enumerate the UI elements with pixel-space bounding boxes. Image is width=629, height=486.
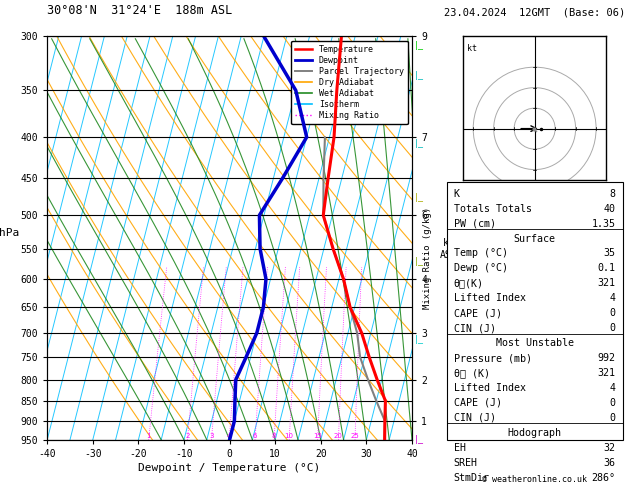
X-axis label: Dewpoint / Temperature (°C): Dewpoint / Temperature (°C)	[138, 463, 321, 473]
Text: 321: 321	[598, 368, 616, 378]
Text: |_: |_	[414, 139, 424, 148]
Text: CAPE (J): CAPE (J)	[454, 308, 502, 318]
Text: © weatheronline.co.uk: © weatheronline.co.uk	[482, 474, 587, 484]
Text: |_: |_	[414, 71, 424, 80]
Text: PW (cm): PW (cm)	[454, 219, 496, 228]
Text: EH: EH	[454, 443, 465, 452]
Text: CIN (J): CIN (J)	[454, 413, 496, 423]
Text: 4: 4	[610, 383, 616, 393]
Text: 286°: 286°	[592, 472, 616, 483]
Text: 25: 25	[350, 433, 359, 439]
Text: 23.04.2024  12GMT  (Base: 06): 23.04.2024 12GMT (Base: 06)	[444, 7, 625, 17]
Text: 0: 0	[610, 323, 616, 333]
Text: 321: 321	[598, 278, 616, 288]
Y-axis label: hPa: hPa	[0, 228, 19, 238]
Text: K: K	[454, 189, 460, 199]
Text: 4: 4	[610, 293, 616, 303]
Text: 0: 0	[610, 398, 616, 408]
Text: 35: 35	[604, 248, 616, 259]
Text: kt: kt	[467, 44, 477, 53]
Text: Dewp (°C): Dewp (°C)	[454, 263, 508, 274]
Text: CIN (J): CIN (J)	[454, 323, 496, 333]
Legend: Temperature, Dewpoint, Parcel Trajectory, Dry Adiabat, Wet Adiabat, Isotherm, Mi: Temperature, Dewpoint, Parcel Trajectory…	[291, 41, 408, 124]
Text: StmDir: StmDir	[454, 472, 489, 483]
Text: |_: |_	[414, 435, 424, 444]
Text: Temp (°C): Temp (°C)	[454, 248, 508, 259]
Y-axis label: km
ASL: km ASL	[440, 238, 458, 260]
Text: |_: |_	[414, 193, 424, 202]
Text: θᴇ (K): θᴇ (K)	[454, 368, 489, 378]
Text: 4: 4	[227, 433, 231, 439]
Text: 15: 15	[313, 433, 322, 439]
Text: 1: 1	[147, 433, 151, 439]
Text: 992: 992	[598, 353, 616, 363]
Text: 1.35: 1.35	[592, 219, 616, 228]
Text: Most Unstable: Most Unstable	[496, 338, 574, 348]
Text: Lifted Index: Lifted Index	[454, 383, 526, 393]
Text: 36: 36	[604, 458, 616, 468]
Text: 8: 8	[272, 433, 276, 439]
Text: θᴇ(K): θᴇ(K)	[454, 278, 484, 288]
Text: |_: |_	[414, 335, 424, 344]
Text: 8: 8	[610, 189, 616, 199]
Text: 30°08'N  31°24'E  188m ASL: 30°08'N 31°24'E 188m ASL	[47, 4, 233, 17]
Text: 20: 20	[334, 433, 343, 439]
Text: Mixing Ratio (g/kg): Mixing Ratio (g/kg)	[423, 207, 432, 310]
Text: Totals Totals: Totals Totals	[454, 204, 532, 214]
Text: Hodograph: Hodograph	[508, 428, 562, 438]
Text: Lifted Index: Lifted Index	[454, 293, 526, 303]
Text: 40: 40	[604, 204, 616, 214]
Text: Surface: Surface	[514, 233, 555, 243]
Text: 0: 0	[610, 308, 616, 318]
Text: 32: 32	[604, 443, 616, 452]
Text: |_: |_	[414, 257, 424, 265]
Text: Pressure (mb): Pressure (mb)	[454, 353, 532, 363]
Text: 6: 6	[253, 433, 257, 439]
Text: SREH: SREH	[454, 458, 477, 468]
Text: 2: 2	[186, 433, 190, 439]
Text: 10: 10	[285, 433, 294, 439]
Text: |_: |_	[414, 41, 424, 50]
Text: 0.1: 0.1	[598, 263, 616, 274]
Text: 0: 0	[610, 413, 616, 423]
Text: 3: 3	[209, 433, 214, 439]
Text: CAPE (J): CAPE (J)	[454, 398, 502, 408]
